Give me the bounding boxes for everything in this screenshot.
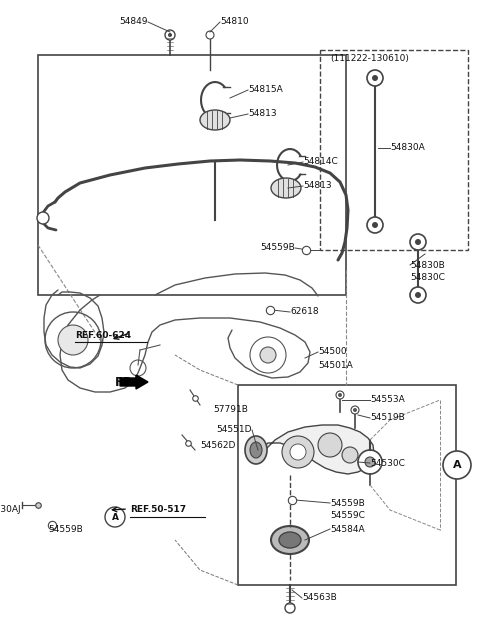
Circle shape: [415, 239, 421, 245]
Text: 54551D: 54551D: [216, 426, 252, 435]
Ellipse shape: [279, 532, 301, 548]
Circle shape: [351, 406, 359, 414]
Text: 54830B: 54830B: [410, 260, 445, 269]
Circle shape: [290, 444, 306, 460]
Text: 54501A: 54501A: [318, 360, 353, 369]
Text: 54815A: 54815A: [248, 86, 283, 95]
Circle shape: [58, 325, 88, 355]
Bar: [238, 385, 456, 585]
Text: 57791B: 57791B: [213, 406, 248, 415]
Circle shape: [336, 391, 344, 399]
Circle shape: [105, 507, 125, 527]
Text: 54553A: 54553A: [370, 396, 405, 404]
Circle shape: [410, 234, 426, 250]
Text: 54559B: 54559B: [330, 499, 365, 508]
Circle shape: [206, 31, 214, 39]
Bar: [38, 55, 346, 295]
Circle shape: [260, 347, 276, 363]
Circle shape: [415, 292, 421, 298]
Text: FR.: FR.: [115, 376, 138, 388]
Text: A: A: [111, 513, 119, 522]
Circle shape: [443, 451, 471, 479]
Circle shape: [372, 222, 378, 228]
Text: A: A: [453, 460, 461, 470]
Circle shape: [358, 450, 382, 474]
Ellipse shape: [245, 436, 267, 464]
Circle shape: [353, 408, 357, 412]
Circle shape: [338, 393, 342, 397]
Circle shape: [285, 603, 295, 613]
Text: 54563B: 54563B: [302, 593, 337, 602]
Ellipse shape: [271, 526, 309, 554]
Text: 54559B: 54559B: [48, 525, 83, 534]
Circle shape: [365, 457, 375, 467]
Text: REF.60-624: REF.60-624: [75, 330, 131, 339]
Text: 54813: 54813: [248, 109, 276, 118]
Ellipse shape: [271, 178, 301, 198]
Text: 54584A: 54584A: [330, 525, 365, 534]
Text: REF.50-517: REF.50-517: [130, 506, 186, 515]
Ellipse shape: [250, 442, 262, 458]
Text: 54814C: 54814C: [303, 157, 338, 166]
Text: 54562D: 54562D: [200, 440, 235, 449]
Bar: [320, 50, 468, 250]
Text: 54530C: 54530C: [370, 458, 405, 467]
Circle shape: [165, 30, 175, 40]
Text: 54830A: 54830A: [390, 143, 425, 152]
Circle shape: [367, 70, 383, 86]
Text: 54813: 54813: [303, 182, 332, 191]
FancyArrow shape: [120, 375, 148, 389]
Text: 54519B: 54519B: [370, 413, 405, 422]
Circle shape: [410, 287, 426, 303]
Circle shape: [37, 212, 49, 224]
Circle shape: [342, 447, 358, 463]
Polygon shape: [260, 425, 374, 474]
Circle shape: [168, 33, 172, 37]
Text: 54559C: 54559C: [330, 511, 365, 520]
Ellipse shape: [200, 110, 230, 130]
Text: 54810: 54810: [220, 17, 249, 26]
Text: 62618: 62618: [290, 307, 319, 317]
Circle shape: [367, 217, 383, 233]
Text: 54849: 54849: [120, 17, 148, 26]
Circle shape: [318, 433, 342, 457]
Circle shape: [372, 75, 378, 81]
Text: 54830C: 54830C: [410, 273, 445, 282]
Text: 54559B: 54559B: [260, 243, 295, 253]
Text: 1430AJ: 1430AJ: [0, 506, 22, 515]
Circle shape: [282, 436, 314, 468]
Text: (111222-130610): (111222-130610): [330, 54, 409, 63]
Text: 54500: 54500: [318, 348, 347, 356]
